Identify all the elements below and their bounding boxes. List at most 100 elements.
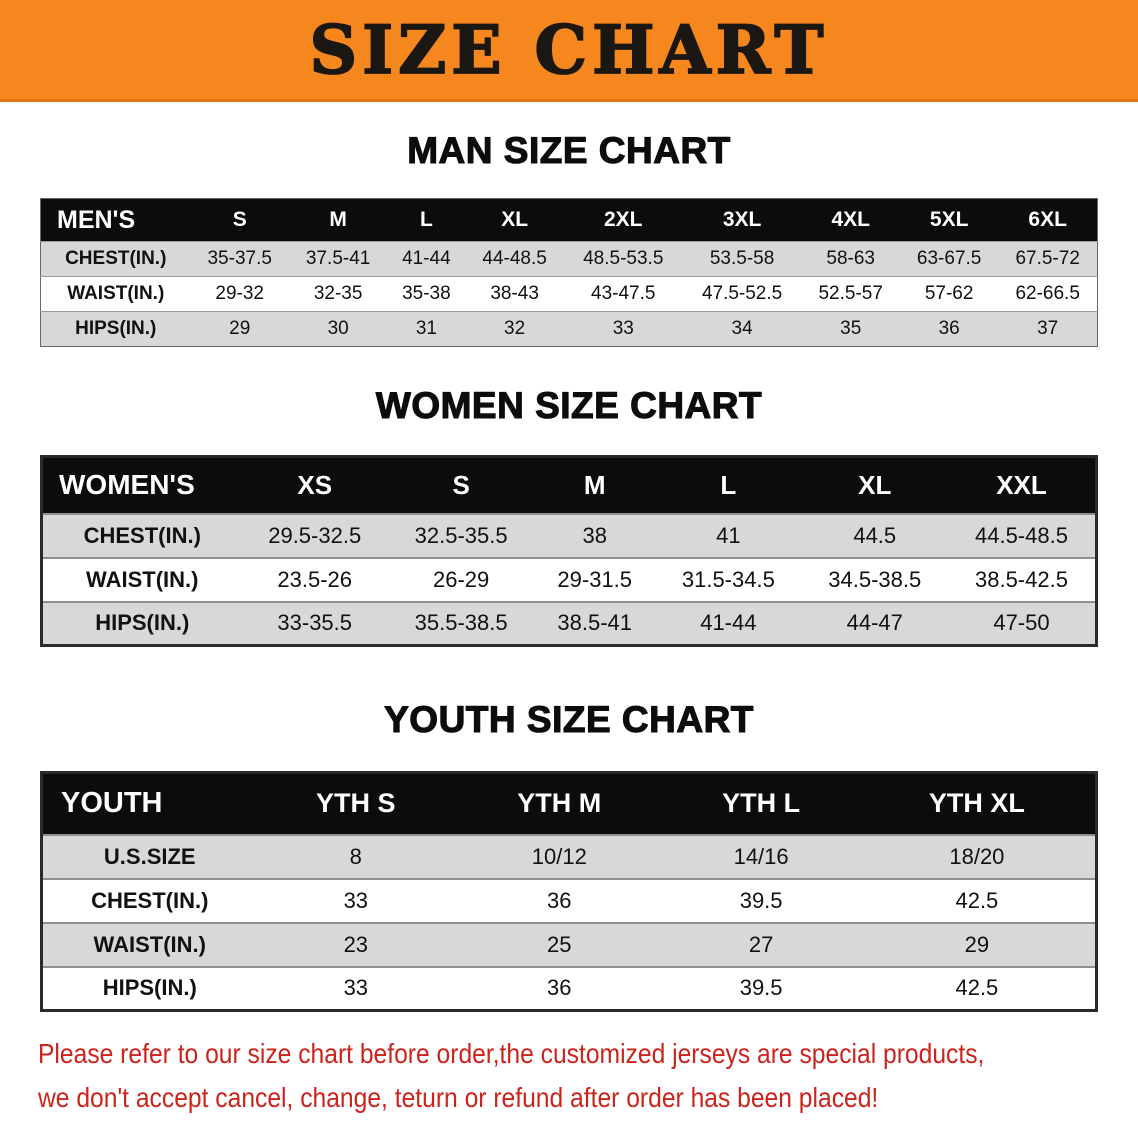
- table-row: WAIST(IN.) 29-32 32-35 35-38 38-43 43-47.5 47.…: [40, 276, 1098, 312]
- size-value-cell: 44-47: [801, 600, 948, 646]
- size-value-cell: 53.5-58: [682, 241, 802, 277]
- disclaimer-line-2: we don't accept cancel, change, teturn o…: [38, 1082, 879, 1113]
- youth-size-table: YOUTH YTH S YTH M YTH L YTH XL U.S.SIZE 8 10/12…: [40, 771, 1098, 1012]
- youth-section-heading: YOUTH SIZE CHART: [384, 698, 754, 740]
- corner-header: MEN'S: [40, 198, 191, 242]
- size-value-cell: 29-32: [190, 276, 289, 312]
- size-value-cell: 38: [534, 512, 656, 558]
- size-value-cell: 33: [256, 877, 456, 923]
- size-value-cell: 39.5: [663, 965, 859, 1011]
- size-value-cell: 37: [998, 311, 1098, 347]
- table-row: U.S.SIZE 8 10/12 14/16 18/20: [41, 833, 1097, 879]
- size-value-cell: 32: [465, 311, 564, 347]
- size-value-cell: 10/12: [455, 833, 664, 879]
- size-value-cell: 33: [563, 311, 683, 347]
- row-label: CHEST(IN.): [41, 877, 257, 923]
- size-value-cell: 38.5-41: [534, 600, 656, 646]
- column-header: 4XL: [801, 198, 900, 242]
- youth-size-table-container: YOUTH YTH S YTH M YTH L YTH XL U.S.SIZE 8 10/12…: [40, 771, 1098, 1012]
- size-value-cell: 18/20: [858, 833, 1097, 879]
- size-value-cell: 67.5-72: [998, 241, 1098, 277]
- row-label: HIPS(IN.): [40, 311, 191, 347]
- header-row: MEN'S S M L XL 2XL 3XL 4XL 5XL 6XL: [40, 198, 1098, 242]
- row-label: WAIST(IN.): [40, 276, 191, 312]
- size-value-cell: 41-44: [655, 600, 802, 646]
- row-label: CHEST(IN.): [41, 512, 242, 558]
- column-header: XL: [801, 456, 948, 514]
- size-value-cell: 36: [455, 965, 664, 1011]
- column-header: 6XL: [998, 198, 1098, 242]
- column-header: XS: [241, 456, 388, 514]
- size-value-cell: 23: [256, 921, 456, 967]
- size-value-cell: 44.5-48.5: [947, 512, 1097, 558]
- size-value-cell: 39.5: [663, 877, 859, 923]
- size-value-cell: 44.5: [801, 512, 948, 558]
- row-label: HIPS(IN.): [41, 600, 242, 646]
- table-row: WAIST(IN.) 23.5-26 26-29 29-31.5 31.5-34.5 34…: [41, 556, 1097, 602]
- size-value-cell: 35-38: [387, 276, 466, 312]
- size-value-cell: 44-48.5: [465, 241, 564, 277]
- men-size-table: MEN'S S M L XL 2XL 3XL 4XL 5XL 6XL CHEST(IN.) 35-37…: [40, 198, 1098, 347]
- youth-size-section: YOUTH SIZE CHART YOUTH YTH S YTH M YTH L YTH…: [40, 647, 1098, 1012]
- column-header: YTH XL: [858, 772, 1097, 835]
- banner: SIZE CHART: [0, 0, 1138, 102]
- column-header: 3XL: [682, 198, 802, 242]
- size-value-cell: 33: [256, 965, 456, 1011]
- size-value-cell: 41: [655, 512, 802, 558]
- size-value-cell: 34: [682, 311, 802, 347]
- men-size-table-container: MEN'S S M L XL 2XL 3XL 4XL 5XL 6XL CHEST(IN.) 35-37…: [40, 198, 1098, 347]
- size-value-cell: 42.5: [858, 965, 1097, 1011]
- men-size-section: MAN SIZE CHART MEN'S S M L XL 2XL 3XL 4XL 5XL 6XL…: [40, 102, 1098, 347]
- size-value-cell: 42.5: [858, 877, 1097, 923]
- size-value-cell: 35.5-38.5: [387, 600, 535, 646]
- table-row: CHEST(IN.) 29.5-32.5 32.5-35.5 38 41 44.5 44.5…: [41, 512, 1097, 558]
- size-value-cell: 36: [899, 311, 999, 347]
- table-row: CHEST(IN.) 35-37.5 37.5-41 41-44 44-48.5 48.5…: [40, 241, 1098, 277]
- size-value-cell: 29: [190, 311, 289, 347]
- table-row: HIPS(IN.) 29 30 31 32 33 34 35 36 37: [40, 311, 1098, 347]
- disclaimer-line-1: Please refer to our size chart before or…: [38, 1038, 985, 1069]
- table-row: CHEST(IN.) 33 36 39.5 42.5: [41, 877, 1097, 923]
- size-value-cell: 41-44: [387, 241, 466, 277]
- size-value-cell: 32.5-35.5: [387, 512, 535, 558]
- size-value-cell: 30: [288, 311, 388, 347]
- size-value-cell: 27: [663, 921, 859, 967]
- content: MAN SIZE CHART MEN'S S M L XL 2XL 3XL 4XL 5XL 6XL…: [0, 102, 1138, 1012]
- size-value-cell: 38-43: [465, 276, 564, 312]
- page-title: SIZE CHART: [309, 10, 829, 89]
- size-value-cell: 35: [801, 311, 900, 347]
- size-value-cell: 31.5-34.5: [655, 556, 802, 602]
- column-header: 5XL: [899, 198, 999, 242]
- row-label: WAIST(IN.): [41, 921, 257, 967]
- size-value-cell: 31: [387, 311, 466, 347]
- size-value-cell: 36: [455, 877, 664, 923]
- column-header: XL: [465, 198, 564, 242]
- women-size-section: WOMEN SIZE CHART WOMEN'S XS S M L XL XXL CHEST(…: [40, 347, 1098, 647]
- size-value-cell: 58-63: [801, 241, 900, 277]
- women-size-table: WOMEN'S XS S M L XL XXL CHEST(IN.) 29.5-32.5 32.5…: [40, 455, 1098, 647]
- size-value-cell: 26-29: [387, 556, 535, 602]
- size-value-cell: 25: [455, 921, 664, 967]
- size-value-cell: 52.5-57: [801, 276, 900, 312]
- size-value-cell: 8: [256, 833, 456, 879]
- men-section-heading: MAN SIZE CHART: [407, 129, 731, 171]
- size-value-cell: 32-35: [288, 276, 388, 312]
- size-value-cell: 34.5-38.5: [801, 556, 948, 602]
- column-header: L: [387, 198, 466, 242]
- size-value-cell: 48.5-53.5: [563, 241, 683, 277]
- size-value-cell: 47-50: [947, 600, 1097, 646]
- size-value-cell: 29: [858, 921, 1097, 967]
- size-value-cell: 29.5-32.5: [241, 512, 388, 558]
- table-row: HIPS(IN.) 33-35.5 35.5-38.5 38.5-41 41-44 44-…: [41, 600, 1097, 646]
- column-header: YTH S: [256, 772, 456, 835]
- size-value-cell: 62-66.5: [998, 276, 1098, 312]
- column-header: YTH M: [455, 772, 664, 835]
- disclaimer: Please refer to our size chart before or…: [0, 1012, 1138, 1120]
- size-value-cell: 47.5-52.5: [682, 276, 802, 312]
- column-header: YTH L: [663, 772, 859, 835]
- table-row: HIPS(IN.) 33 36 39.5 42.5: [41, 965, 1097, 1011]
- size-value-cell: 43-47.5: [563, 276, 683, 312]
- column-header: S: [387, 456, 535, 514]
- size-value-cell: 63-67.5: [899, 241, 999, 277]
